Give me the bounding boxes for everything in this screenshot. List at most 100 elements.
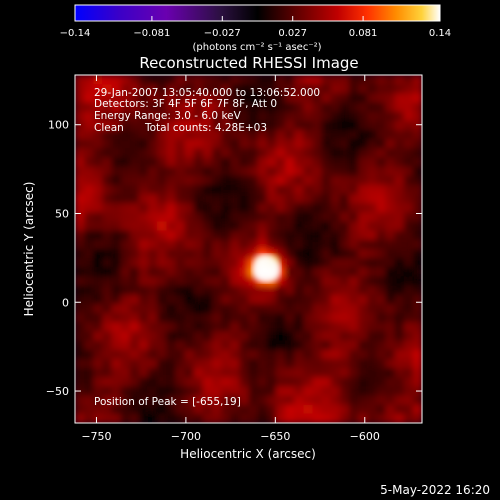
heatmap-cell bbox=[129, 230, 140, 241]
heatmap-cell bbox=[102, 84, 113, 94]
peak-position-annotation: Position of Peak = [-655,19] bbox=[94, 396, 241, 408]
heatmap-cell bbox=[157, 221, 167, 232]
heatmap-cell bbox=[321, 358, 332, 369]
heatmap-cell bbox=[148, 102, 158, 113]
heatmap-cell bbox=[202, 84, 213, 94]
heatmap-cell bbox=[285, 303, 295, 314]
heatmap-cell bbox=[184, 212, 195, 223]
heatmap-cell bbox=[202, 294, 213, 305]
heatmap-cell bbox=[75, 331, 85, 342]
heatmap-cell bbox=[312, 139, 323, 149]
heatmap-cell bbox=[166, 258, 177, 268]
heatmap-cell bbox=[403, 139, 414, 149]
heatmap-cell bbox=[211, 340, 222, 351]
heatmap-cell bbox=[129, 313, 140, 323]
heatmap-cell bbox=[157, 413, 167, 423]
heatmap-cell bbox=[193, 212, 204, 223]
heatmap-cell bbox=[321, 276, 332, 287]
heatmap-cell bbox=[376, 358, 387, 369]
heatmap-cell bbox=[138, 184, 149, 195]
heatmap-cell bbox=[148, 349, 158, 360]
heatmap-cell bbox=[412, 221, 422, 232]
heatmap-cell bbox=[339, 221, 350, 232]
heatmap-cell bbox=[202, 120, 213, 131]
heatmap-cell bbox=[257, 139, 268, 149]
heatmap-cell bbox=[166, 340, 177, 351]
heatmap-cell bbox=[111, 404, 122, 415]
heatmap-cell bbox=[348, 148, 359, 159]
heatmap-cell bbox=[285, 120, 295, 131]
heatmap-cell bbox=[202, 75, 213, 85]
heatmap-cell bbox=[157, 129, 167, 140]
heatmap-cell bbox=[412, 84, 422, 94]
heatmap-cell bbox=[403, 386, 414, 397]
heatmap-cell bbox=[230, 368, 240, 378]
heatmap-cell bbox=[303, 349, 314, 360]
heatmap-cell bbox=[138, 166, 149, 177]
heatmap-cell bbox=[84, 120, 94, 131]
heatmap-cell bbox=[403, 203, 414, 213]
x-tick-label: −650 bbox=[260, 430, 290, 443]
heatmap-cell bbox=[193, 175, 204, 186]
heatmap-cell bbox=[394, 294, 405, 305]
heatmap-cell bbox=[221, 404, 231, 415]
heatmap-cell bbox=[175, 377, 186, 387]
heatmap-cell bbox=[221, 340, 231, 351]
heatmap-cell bbox=[184, 377, 195, 387]
heatmap-cell bbox=[394, 395, 405, 406]
heatmap-cell bbox=[84, 139, 94, 149]
heatmap-cell bbox=[303, 368, 314, 378]
heatmap-cell bbox=[157, 166, 167, 177]
heatmap-cell bbox=[376, 148, 387, 159]
heatmap-cell bbox=[157, 194, 167, 204]
heatmap-cell bbox=[285, 93, 295, 104]
heatmap-cell bbox=[166, 276, 177, 287]
heatmap-cell bbox=[93, 166, 103, 177]
heatmap-cell bbox=[403, 75, 414, 85]
heatmap-cell bbox=[339, 322, 350, 333]
heatmap-cell bbox=[312, 404, 323, 415]
heatmap-cell bbox=[230, 203, 240, 213]
peak-source bbox=[252, 254, 281, 283]
heatmap-cell bbox=[257, 84, 268, 94]
heatmap-cell bbox=[285, 386, 295, 397]
heatmap-cell bbox=[321, 139, 332, 149]
heatmap-cell bbox=[102, 184, 113, 195]
heatmap-cell bbox=[84, 148, 94, 159]
heatmap-cell bbox=[321, 413, 332, 423]
heatmap-cell bbox=[394, 129, 405, 140]
heatmap-cell bbox=[339, 157, 350, 168]
heatmap-cell bbox=[339, 294, 350, 305]
heatmap-cell bbox=[358, 358, 368, 369]
heatmap-cell bbox=[257, 322, 268, 333]
heatmap-cell bbox=[312, 331, 323, 342]
heatmap-cell bbox=[138, 258, 149, 268]
heatmap-cell bbox=[84, 93, 94, 104]
heatmap-cell bbox=[84, 313, 94, 323]
heatmap-cell bbox=[157, 239, 167, 250]
heatmap-cell bbox=[367, 340, 377, 351]
heatmap-cell bbox=[166, 395, 177, 406]
heatmap-cell bbox=[175, 129, 186, 140]
heatmap-cell bbox=[266, 349, 277, 360]
heatmap-cell bbox=[339, 377, 350, 387]
heatmap-cell bbox=[120, 413, 131, 423]
heatmap-cell bbox=[239, 303, 250, 314]
heatmap-cell bbox=[285, 313, 295, 323]
heatmap-cell bbox=[348, 358, 359, 369]
heatmap-cell bbox=[102, 93, 113, 104]
heatmap-cell bbox=[339, 139, 350, 149]
heatmap-cell bbox=[211, 102, 222, 113]
heatmap-cell bbox=[230, 148, 240, 159]
heatmap-cell bbox=[294, 377, 304, 387]
heatmap-image bbox=[75, 75, 422, 423]
heatmap-cell bbox=[385, 129, 396, 140]
heatmap-cell bbox=[339, 358, 350, 369]
heatmap-cell bbox=[230, 313, 240, 323]
heatmap-cell bbox=[84, 322, 94, 333]
heatmap-cell bbox=[138, 230, 149, 241]
heatmap-cell bbox=[157, 75, 167, 85]
heatmap-cell bbox=[102, 249, 113, 259]
heatmap-cell bbox=[330, 294, 341, 305]
heatmap-cell bbox=[202, 148, 213, 159]
